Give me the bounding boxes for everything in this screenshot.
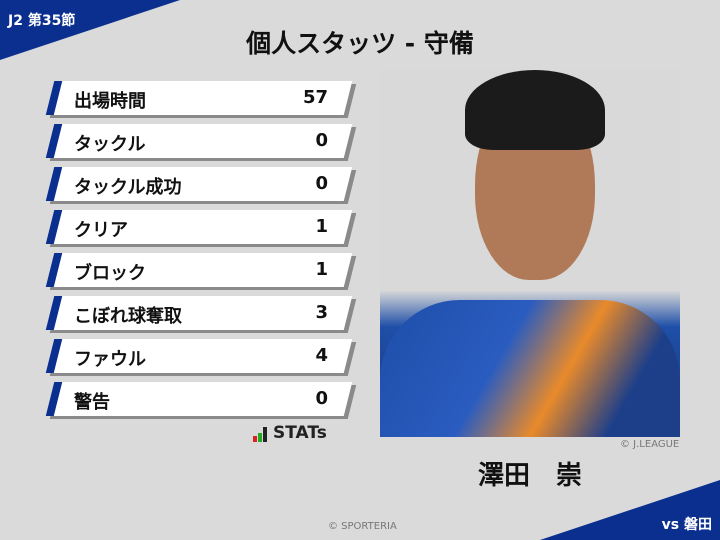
stat-label: 出場時間	[74, 91, 146, 112]
stat-row: タックル成功 0	[45, 167, 357, 204]
stat-value: 57	[302, 87, 328, 108]
stat-value: 1	[315, 259, 328, 280]
stat-label: タックル	[74, 134, 146, 155]
logo-text: STATs	[273, 423, 327, 443]
stat-label: ファウル	[74, 349, 146, 370]
stats-list: 出場時間 57 タックル 0 タックル成功 0 クリア 1 ブロック 1 こぼれ球奪取 3 ファウル 4 警…	[45, 81, 357, 425]
stat-value: 0	[315, 130, 328, 151]
page-title: 個人スタッツ - 守備	[246, 29, 474, 58]
player-photo	[380, 70, 680, 437]
stat-row: こぼれ球奪取 3	[45, 296, 357, 333]
stat-value: 3	[315, 302, 328, 323]
hair	[465, 70, 605, 150]
stat-value: 4	[315, 345, 328, 366]
photo-credit: © J.LEAGUE	[620, 439, 680, 450]
stat-row: ファウル 4	[45, 339, 357, 376]
stat-label: クリア	[74, 220, 128, 241]
footer-credit: © SPORTERIA	[328, 521, 397, 532]
opponent-label: vs 磐田	[661, 517, 712, 533]
stat-row: 出場時間 57	[45, 81, 357, 118]
stat-label: タックル成功	[74, 177, 182, 198]
stat-label: ブロック	[74, 263, 146, 284]
jersey	[380, 300, 680, 437]
player-name: 澤田 崇	[477, 461, 582, 491]
stat-value: 0	[315, 173, 328, 194]
stat-label: こぼれ球奪取	[74, 306, 182, 327]
stat-label: 警告	[74, 392, 110, 413]
stat-row: ブロック 1	[45, 253, 357, 290]
stat-value: 0	[315, 388, 328, 409]
stat-row: クリア 1	[45, 210, 357, 247]
bar-chart-icon	[253, 427, 267, 442]
stats-logo: STATs	[253, 425, 327, 442]
stat-value: 1	[315, 216, 328, 237]
stat-row: 警告 0	[45, 382, 357, 419]
stat-row: タックル 0	[45, 124, 357, 161]
round-label: J2 第35節	[8, 13, 76, 29]
